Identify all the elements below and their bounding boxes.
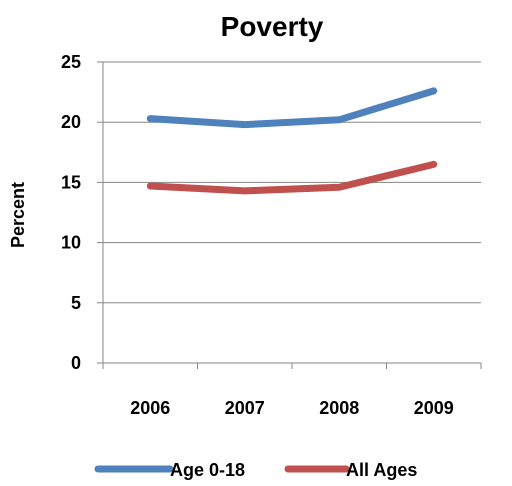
series-lines: [146, 87, 438, 195]
y-tick-label-10: 10: [61, 233, 81, 253]
chart-title: Poverty: [221, 11, 324, 42]
legend-label-all-ages: All Ages: [346, 460, 417, 480]
legend-label-age-0-18: Age 0-18: [170, 460, 245, 480]
y-tick-label-0: 0: [71, 353, 81, 373]
axes: [97, 61, 482, 369]
y-tick-label-25: 25: [61, 52, 81, 72]
tick-labels: 0 5 10 15 20 25 2006 2007 2008 2009: [61, 52, 454, 418]
series-line-age-0-18: [146, 87, 438, 129]
legend: Age 0-18 All Ages: [94, 460, 417, 480]
y-tick-label-5: 5: [71, 293, 81, 313]
x-tick-label-2007: 2007: [225, 398, 265, 418]
gridlines: [103, 61, 481, 304]
y-axis-label: Percent: [8, 182, 28, 248]
x-tick-label-2008: 2008: [319, 398, 359, 418]
x-tick-label-2006: 2006: [130, 398, 170, 418]
y-tick-label-20: 20: [61, 112, 81, 132]
y-tick-label-15: 15: [61, 172, 81, 192]
series-line-all-ages: [146, 160, 438, 195]
x-tick-label-2009: 2009: [414, 398, 454, 418]
